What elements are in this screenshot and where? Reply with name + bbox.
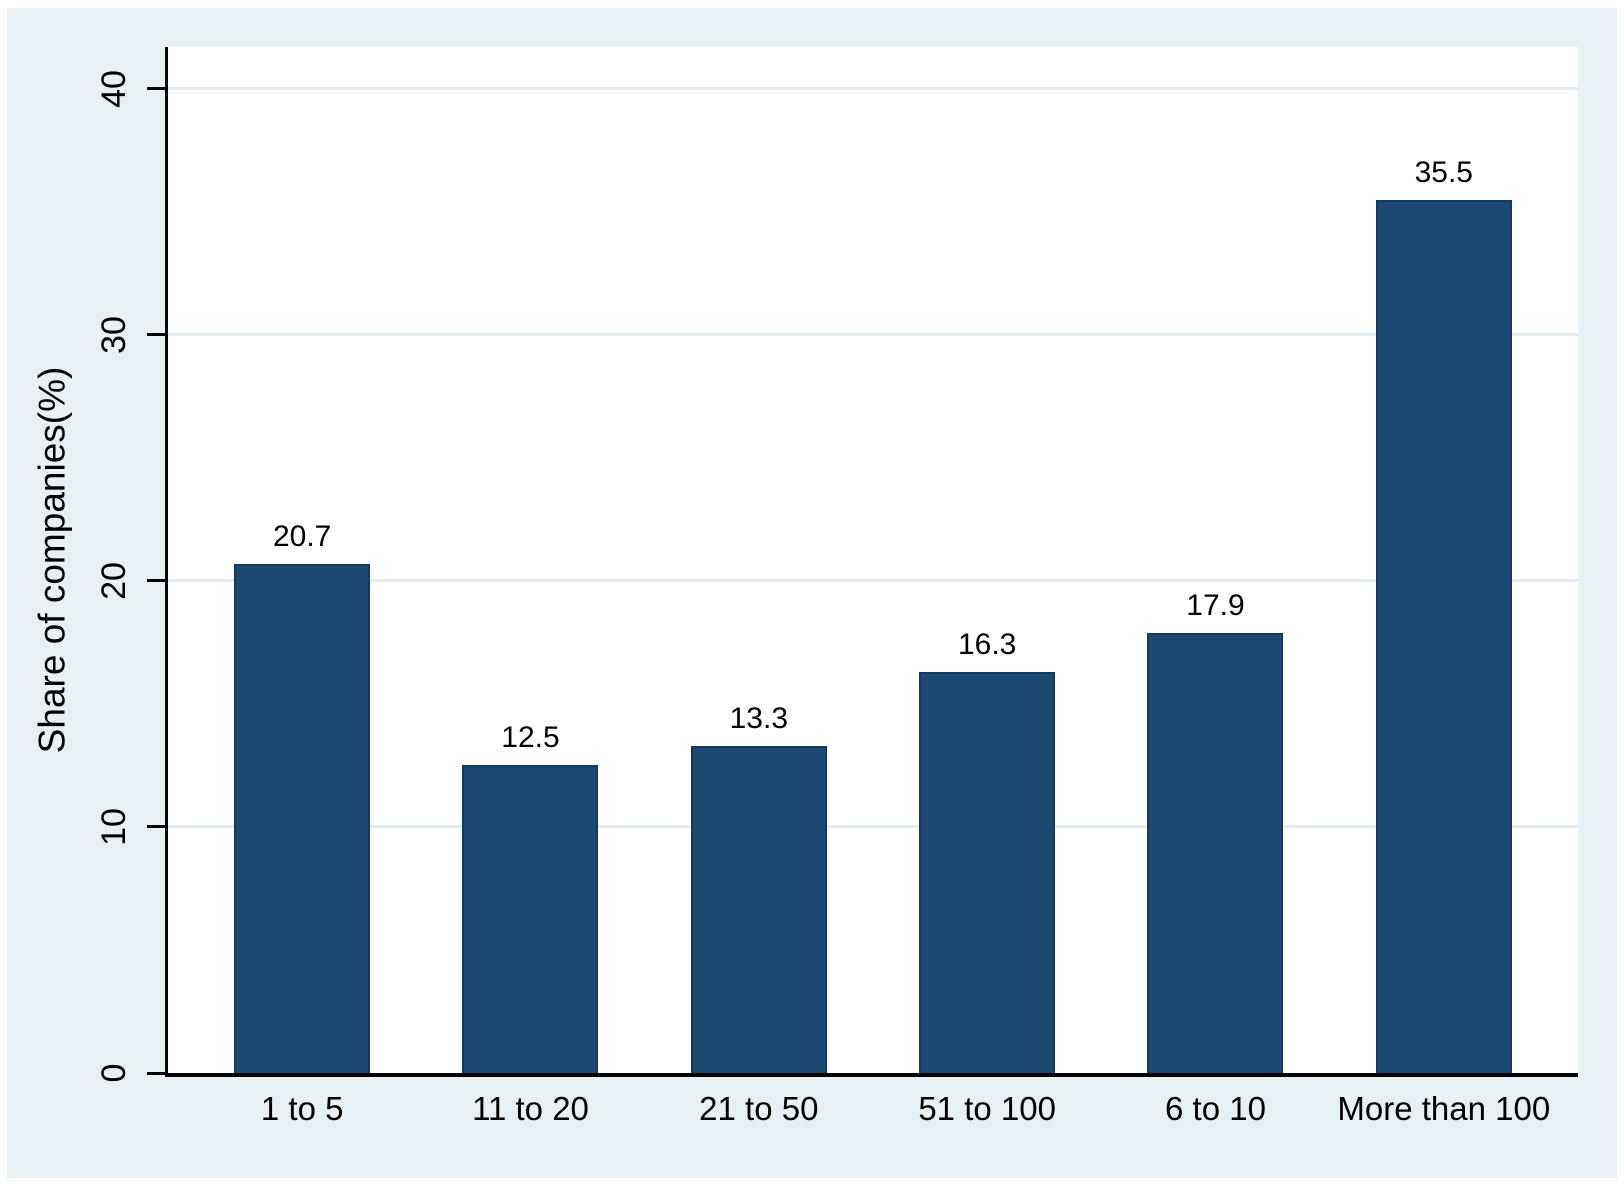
y-tick-label-text: 40	[95, 69, 133, 108]
gridline	[168, 87, 1578, 91]
bar-slot: 17.9	[1101, 47, 1329, 1073]
bar: 12.5	[462, 723, 599, 1073]
bar-value-label: 12.5	[501, 721, 560, 755]
bars: 20.7 12.5 13.3 16.3 17.9 35.5	[168, 47, 1578, 1073]
y-axis-ticks: 0 10 20 30 40	[95, 47, 1578, 1082]
y-axis-title-text: Share of companies(%)	[31, 366, 73, 754]
x-axis-labels: 1 to 5 11 to 20 21 to 50 51 to 100 6 to 10 Mo…	[188, 1090, 1558, 1127]
x-axis-category-label: 51 to 100	[918, 1090, 1056, 1127]
bar-value-label: 13.3	[729, 701, 789, 735]
y-tick-label-text: 0	[95, 1063, 133, 1083]
bar-slot: 12.5	[416, 47, 644, 1073]
bar: 16.3	[919, 629, 1056, 1073]
y-tick-mark	[147, 333, 165, 337]
gridlines	[168, 47, 1578, 1073]
bar-slot: 16.3	[873, 47, 1101, 1073]
bar-slot: 13.3	[645, 47, 873, 1073]
gridline	[168, 825, 1578, 829]
x-axis-category-label: 1 to 5	[260, 1090, 344, 1127]
y-tick-label-text: 30	[95, 315, 133, 354]
x-axis-category-label: 21 to 50	[699, 1090, 819, 1127]
bar: 20.7	[234, 521, 371, 1073]
bar-value-label: 17.9	[1186, 588, 1245, 622]
gridline	[168, 579, 1578, 583]
y-tick-mark	[147, 87, 165, 91]
bar-slot: 35.5	[1330, 47, 1558, 1073]
y-tick-mark	[147, 825, 165, 829]
y-tick-mark	[147, 579, 165, 583]
chart-background: 20.7 12.5 13.3 16.3 17.9 35.5 0 10 20 30 40 Share…	[7, 8, 1617, 1178]
bar-slot: 20.7	[188, 47, 416, 1073]
bar-value-label: 20.7	[272, 519, 332, 553]
x-axis-category-label: 11 to 20	[472, 1090, 589, 1127]
plot-area: 20.7 12.5 13.3 16.3 17.9 35.5 0 10 20 30 40 Share…	[32, 47, 1578, 1127]
bar: 35.5	[1375, 157, 1512, 1073]
y-tick-mark	[147, 1071, 165, 1075]
bar-value-label: 16.3	[957, 627, 1017, 661]
x-axis-category-label: 6 to 10	[1165, 1090, 1266, 1127]
y-tick-label-text: 20	[95, 562, 133, 600]
bar: 13.3	[690, 703, 827, 1073]
gridline	[168, 333, 1578, 337]
bar-value-label: 35.5	[1414, 155, 1473, 189]
bar: 17.9	[1147, 590, 1284, 1073]
y-tick-label-text: 10	[95, 808, 133, 846]
x-axis-category-label: More than 100	[1337, 1090, 1551, 1127]
